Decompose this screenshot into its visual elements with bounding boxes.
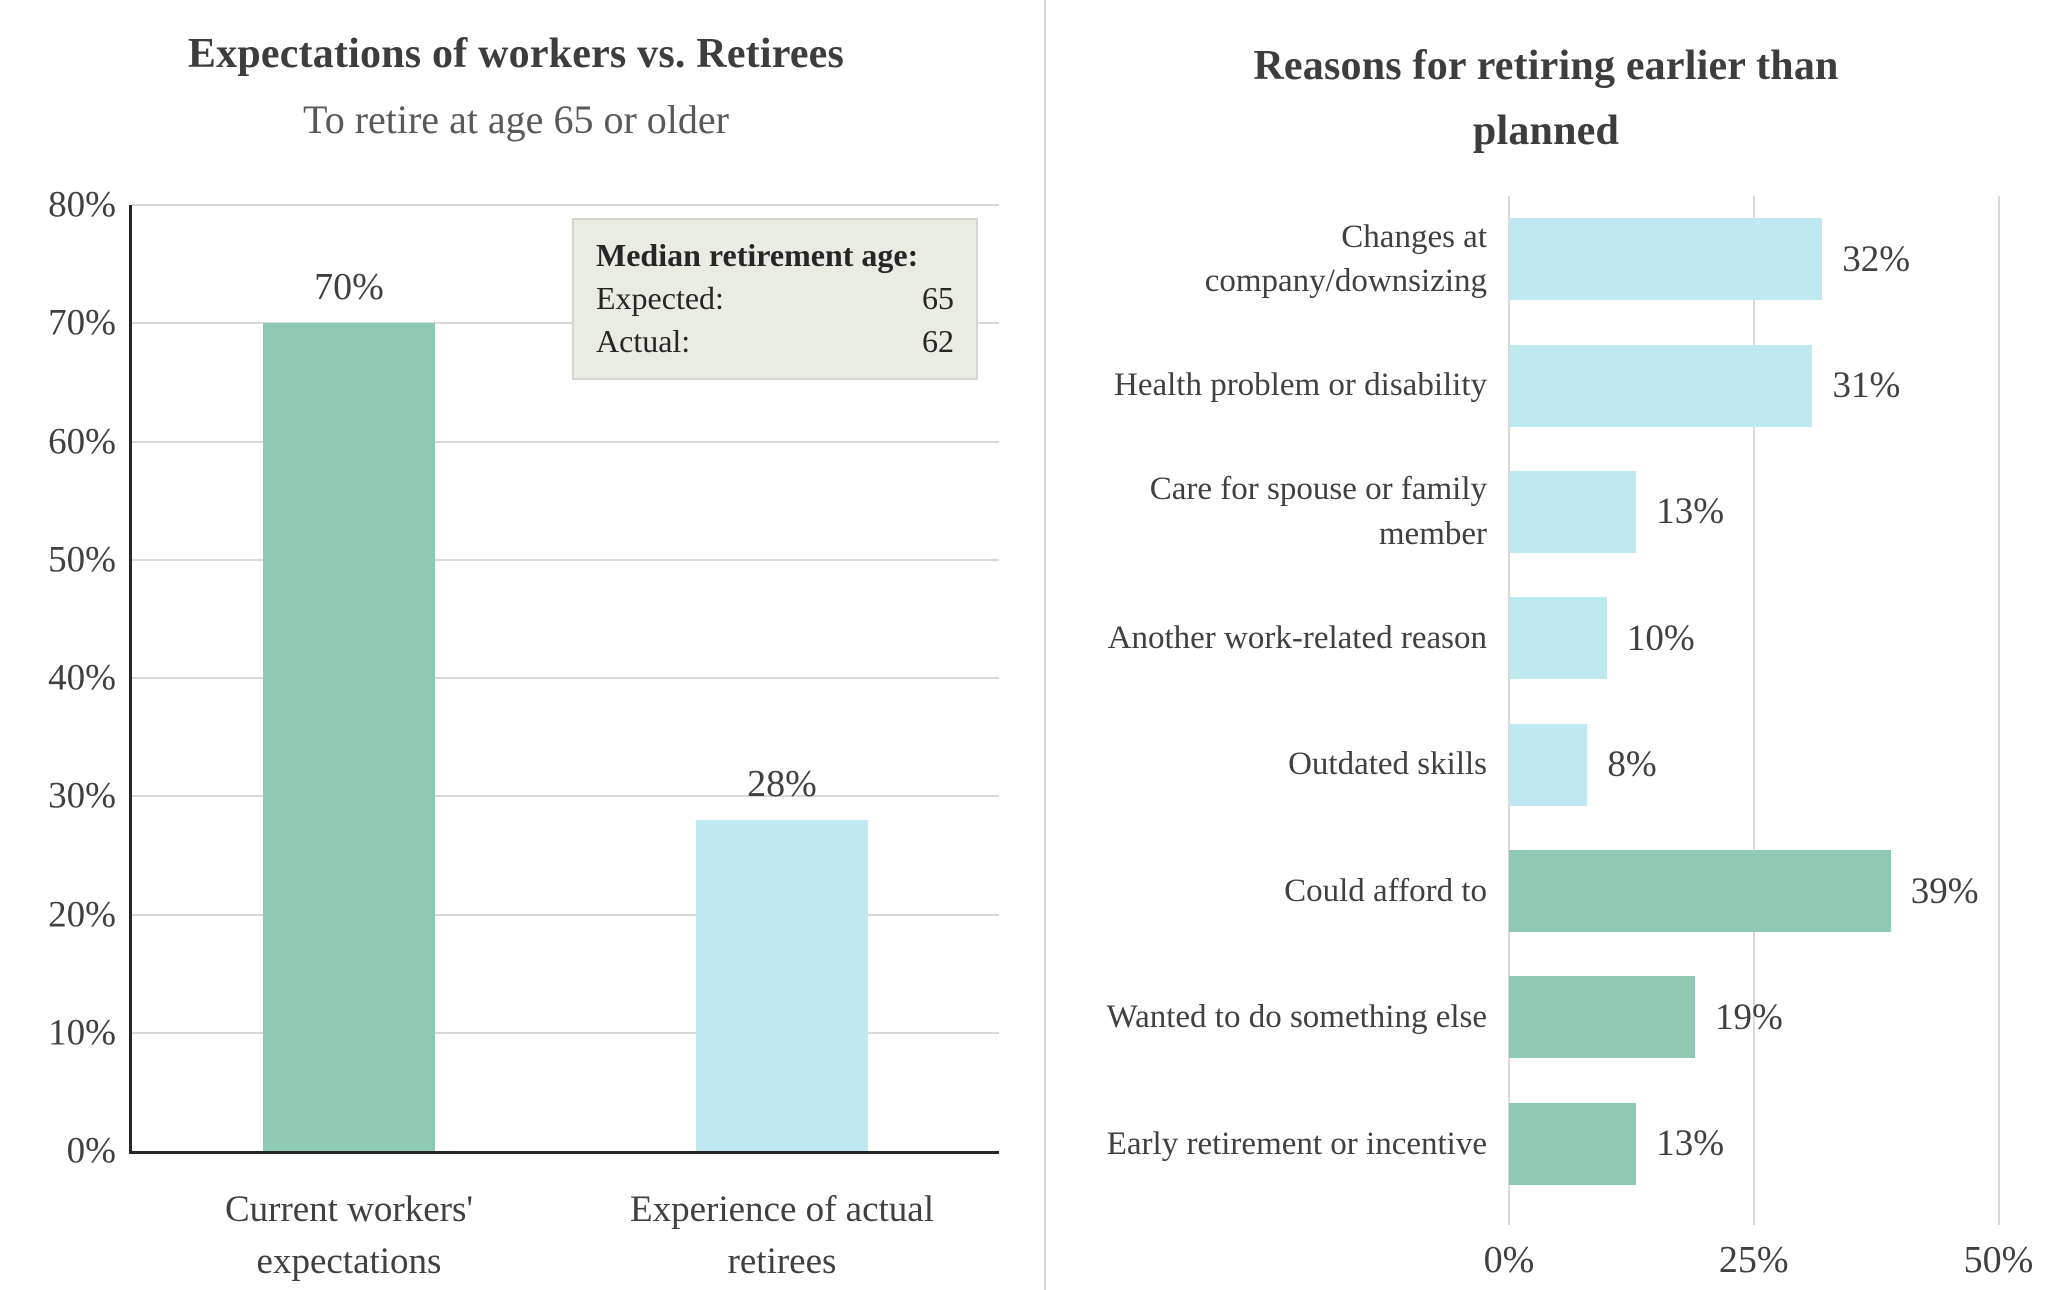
category-label-1: Experience of actual retirees <box>629 1189 935 1282</box>
bar-5 <box>1509 850 1891 933</box>
bar-value-label-0: 70% <box>314 266 384 309</box>
y-tick-label-30%: 30% <box>48 775 116 817</box>
y-tick-label-80%: 80% <box>48 184 116 226</box>
left-plot: 70% 28% <box>129 204 999 1154</box>
x-tick-label-50%: 50% <box>1963 1239 2034 1281</box>
category-label-1: Health problem or disability <box>1113 367 1487 404</box>
bar-4 <box>1509 723 1588 806</box>
median-age-expected-label: Expected: <box>596 280 724 317</box>
median-age-actual-row: Actual: 62 <box>596 320 954 363</box>
bar-value-label-7: 13% <box>1656 1123 1725 1165</box>
category-label-4: Outdated skills <box>1288 746 1487 783</box>
gridline-80% <box>132 204 999 206</box>
x-tick-label-0%: 0% <box>1483 1239 1535 1281</box>
panel-divider <box>1044 0 1046 1290</box>
bar-value-label-4: 8% <box>1607 744 1657 786</box>
bar-value-label-3: 10% <box>1626 617 1695 659</box>
y-tick-label-10%: 10% <box>48 1012 116 1054</box>
y-tick-label-20%: 20% <box>48 894 116 935</box>
median-age-actual-label: Actual: <box>596 323 691 360</box>
gridline-30% <box>132 795 999 798</box>
bar-6 <box>1509 976 1695 1059</box>
category-label-0: Changes at company/downsizing <box>1204 218 1487 300</box>
y-tick-label-70%: 70% <box>48 302 116 344</box>
bar-value-label-1: 28% <box>747 762 817 805</box>
gridline-50% <box>1997 196 2000 1225</box>
bar-1 <box>1509 344 1813 427</box>
gridline-40% <box>132 677 999 679</box>
right-chart: Reasons for retiring earlier than planne… <box>1046 0 2046 1290</box>
category-label-7: Early retirement or incentive <box>1106 1125 1487 1162</box>
gridline-70% <box>132 322 999 325</box>
category-label-5: Could afford to <box>1284 872 1487 909</box>
bar-2 <box>1509 470 1637 553</box>
category-label-6: Wanted to do something else <box>1106 999 1487 1036</box>
left-chart-subtitle: To retire at age 65 or older <box>303 97 729 142</box>
gridline-50% <box>132 558 999 561</box>
bar-3 <box>1509 597 1607 680</box>
bar-1 <box>696 819 868 1151</box>
gridline-10% <box>132 1031 999 1034</box>
gridline-25% <box>1752 196 1755 1225</box>
bar-value-label-0: 32% <box>1842 238 1911 280</box>
right-chart-title: Reasons for retiring earlier than planne… <box>1253 43 1839 155</box>
bar-value-label-5: 39% <box>1910 870 1979 912</box>
bar-value-label-1: 31% <box>1832 365 1901 407</box>
category-label-3: Another work-related reason <box>1107 620 1487 657</box>
gridline-60% <box>132 440 999 443</box>
bar-7 <box>1509 1102 1637 1185</box>
category-label-2: Care for spouse or family member <box>1149 471 1487 552</box>
y-tick-label-0%: 0% <box>66 1130 116 1172</box>
bar-0 <box>1509 218 1823 301</box>
left-chart: Expectations of workers vs. Retirees To … <box>48 31 999 1282</box>
median-age-expected-value: 65 <box>922 280 954 317</box>
bar-value-label-6: 19% <box>1715 996 1783 1038</box>
x-tick-label-25%: 25% <box>1718 1239 1789 1281</box>
y-tick-label-60%: 60% <box>48 421 116 462</box>
gridline-20% <box>132 913 999 916</box>
median-age-box: Median retirement age: Expected: 65 Actu… <box>572 218 978 380</box>
category-label-0: Current workers' expectations <box>224 1189 474 1282</box>
median-age-box-title: Median retirement age: <box>596 237 919 273</box>
gridline-0% <box>1508 196 1510 1225</box>
median-age-expected-row: Expected: 65 <box>596 277 954 320</box>
bar-0 <box>263 323 435 1151</box>
left-chart-title: Expectations of workers vs. Retirees <box>187 31 845 77</box>
median-age-actual-value: 62 <box>922 323 954 360</box>
bar-value-label-2: 13% <box>1656 491 1725 533</box>
y-tick-label-40%: 40% <box>48 657 116 699</box>
y-tick-label-50%: 50% <box>48 539 116 581</box>
